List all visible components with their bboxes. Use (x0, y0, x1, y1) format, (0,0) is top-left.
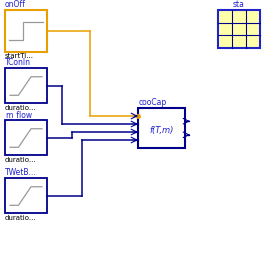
Bar (218, 10, 260, 48)
Text: TConIn: TConIn (5, 58, 31, 67)
Text: startTi...: startTi... (5, 53, 34, 59)
Bar (5, 68, 47, 103)
Text: sta: sta (233, 0, 245, 9)
Bar (5, 178, 47, 213)
Text: duratio...: duratio... (5, 156, 37, 162)
Bar (5, 10, 47, 52)
Bar (138, 108, 185, 148)
Text: m_flow: m_flow (5, 110, 32, 119)
Text: onOff: onOff (5, 0, 26, 9)
Text: duratio...: duratio... (5, 105, 37, 111)
Text: cooCap: cooCap (139, 98, 167, 107)
Text: duratio...: duratio... (5, 215, 37, 221)
Text: TWetB...: TWetB... (5, 168, 37, 177)
Text: f(T,m): f(T,m) (149, 125, 174, 134)
Bar (5, 120, 47, 155)
